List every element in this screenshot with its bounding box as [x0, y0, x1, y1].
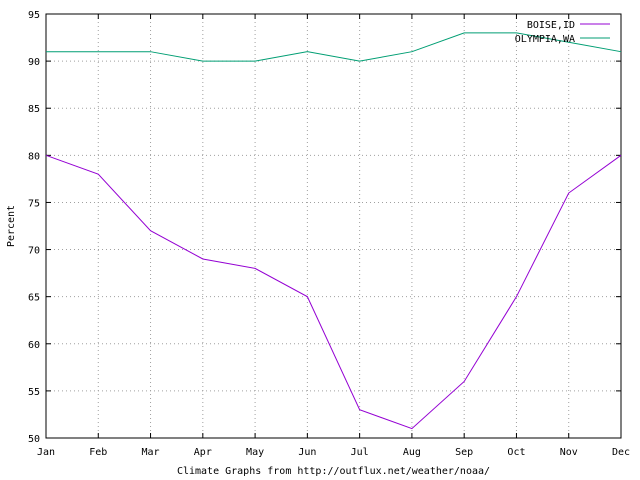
y-tick-label: 80 [28, 151, 40, 162]
x-tick-label: Dec [612, 447, 630, 458]
x-tick-label: Nov [560, 447, 578, 458]
data-point [463, 31, 466, 34]
x-tick-label: Oct [507, 447, 525, 458]
data-point [306, 50, 309, 53]
x-tick-label: Apr [194, 447, 212, 458]
x-tick-label: Jan [37, 447, 55, 458]
data-point [149, 50, 152, 53]
data-point [306, 295, 309, 298]
y-tick-label: 60 [28, 340, 40, 351]
data-point [97, 50, 100, 53]
data-point [253, 267, 256, 270]
y-tick-label: 95 [28, 10, 40, 21]
legend-label: OLYMPIA,WA [515, 34, 575, 45]
data-point [201, 257, 204, 260]
y-tick-label: 55 [28, 387, 40, 398]
data-point [149, 229, 152, 232]
x-tick-label: May [246, 447, 264, 458]
data-point [463, 380, 466, 383]
data-point [567, 191, 570, 194]
data-point [253, 60, 256, 63]
y-tick-label: 65 [28, 293, 40, 304]
data-point [358, 408, 361, 411]
x-tick-label: Aug [403, 447, 421, 458]
x-tick-label: Jul [351, 447, 369, 458]
plot-border [45, 13, 622, 439]
data-point [44, 50, 47, 53]
data-point [201, 60, 204, 63]
axis-ticks: 50 55 60 65 70 75 80 85 90 95 Jan Feb Mar Apr May Jun Ju… [28, 10, 630, 458]
data-point [97, 173, 100, 176]
x-tick-label: Sep [455, 447, 473, 458]
y-tick-label: 70 [28, 246, 40, 257]
y-tick-label: 50 [28, 434, 40, 445]
legend-label: BOISE,ID [527, 20, 575, 31]
x-tick-label: Jun [298, 447, 316, 458]
series-line-0 [45, 154, 622, 430]
x-tick-label: Mar [142, 447, 160, 458]
data-point [619, 50, 622, 53]
data-point [410, 50, 413, 53]
data-point [619, 154, 622, 157]
data-point [44, 154, 47, 157]
y-tick-label: 85 [28, 104, 40, 115]
y-tick-label: 90 [28, 57, 40, 68]
legend: BOISE,ID OLYMPIA,WA [515, 20, 610, 45]
grid [46, 14, 621, 438]
x-tick-label: Feb [89, 447, 107, 458]
series-line-1 [46, 32, 622, 62]
y-tick-label: 75 [28, 198, 40, 209]
x-axis-label: Climate Graphs from http://outflux.net/w… [177, 466, 490, 477]
series-lines [44, 31, 622, 430]
data-point [358, 60, 361, 63]
data-point [515, 295, 518, 298]
data-point [410, 427, 413, 430]
y-axis-label: Percent [6, 205, 17, 247]
